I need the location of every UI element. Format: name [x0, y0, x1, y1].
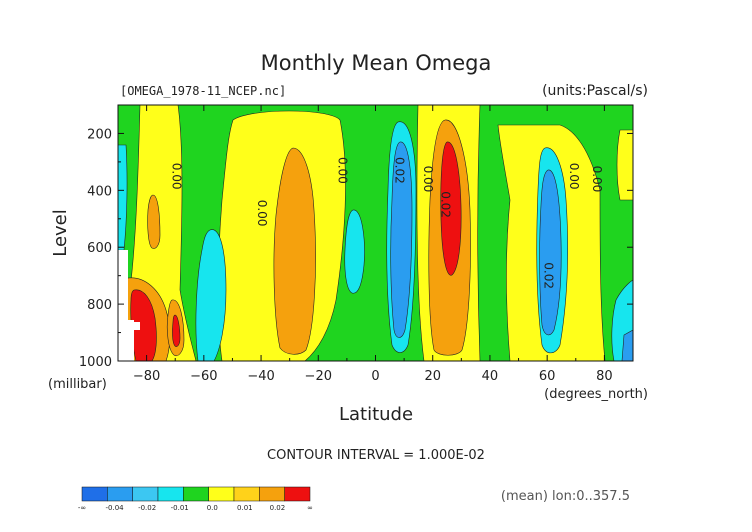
contour-label: 0.02 [393, 157, 407, 184]
colorbar-swatch [81, 486, 108, 502]
contour-fill-blue [621, 329, 633, 361]
contour-label: 0.00 [169, 163, 183, 190]
colorbar-swatch [183, 486, 209, 502]
contour-label: 0.00 [255, 200, 269, 227]
y-tick-label: 200 [87, 127, 112, 142]
colorbar-label: -0.01 [171, 504, 189, 512]
x-tick-label: 20 [424, 369, 441, 384]
plot-area [118, 105, 633, 361]
footer-label: (mean) lon:0..357.5 [501, 489, 630, 504]
colorbar-label: 0.02 [270, 504, 286, 512]
x-tick-label: 80 [596, 369, 613, 384]
y-axis-title: Level [50, 209, 71, 257]
contour-fill-red [172, 314, 181, 347]
contour-label: 0.00 [335, 157, 349, 184]
contour-fill-orange [273, 147, 316, 355]
chart-title: Monthly Mean Omega [261, 51, 492, 75]
contour-fill-orange [147, 194, 161, 249]
x-tick-label: −60 [190, 369, 217, 384]
contour-label: 0.00 [421, 166, 435, 193]
contour-label: 0.02 [438, 191, 452, 218]
contour-fill-blue [390, 141, 413, 338]
y-tick-label: 400 [87, 184, 112, 199]
colorbar-swatch [157, 486, 184, 502]
x-tick-label: 0 [371, 369, 379, 384]
colorbar: -∞ -0.04 -0.02 -0.01 0.0 0.01 0.02 ∞ [78, 486, 313, 512]
x-tick-label: 60 [539, 369, 556, 384]
contour-fill-red [130, 289, 157, 361]
contour-interval-label: CONTOUR INTERVAL = 1.000E-02 [267, 448, 485, 463]
contour-fill-red [440, 141, 462, 276]
y-unit-label: (millibar) [48, 377, 107, 392]
y-tick-label: 800 [87, 298, 112, 313]
colorbar-swatch [233, 486, 260, 502]
contour-fill-cyan [118, 144, 128, 251]
x-tick-label: −40 [247, 369, 274, 384]
missing-data-region [134, 322, 140, 330]
contour-label: 0.00 [590, 166, 604, 193]
colorbar-label: ∞ [307, 504, 313, 512]
colorbar-swatch [132, 486, 159, 502]
units-label: (units:Pascal/s) [542, 83, 648, 99]
contour-label: 0.02 [541, 262, 555, 289]
colorbar-label: 0.01 [237, 504, 253, 512]
colorbar-label: 0.0 [207, 504, 218, 512]
x-tick-label: 40 [482, 369, 499, 384]
colorbar-swatch [259, 486, 285, 502]
file-label: [OMEGA_1978-11_NCEP.nc] [120, 84, 286, 98]
colorbar-label: -∞ [78, 504, 86, 512]
colorbar-swatch [208, 486, 235, 502]
x-axis-title: Latitude [339, 404, 413, 425]
contour-fill-cyan [344, 209, 365, 294]
y-tick-label: 1000 [79, 355, 112, 370]
colorbar-swatch [107, 486, 133, 502]
contour-fill-cyan [195, 229, 227, 361]
colorbar-label: -0.02 [138, 504, 156, 512]
x-tick-label: −80 [133, 369, 160, 384]
colorbar-swatch [284, 486, 311, 502]
contour-fill-blue [539, 169, 562, 336]
contour-label: 0.00 [567, 163, 581, 190]
contour-fill-yellow [616, 129, 633, 201]
missing-data-region [118, 320, 134, 361]
x-tick-label: −20 [305, 369, 332, 384]
missing-data-region [118, 250, 128, 320]
y-axis: 200 400 600 800 1000 [79, 104, 633, 370]
x-unit-label: (degrees_north) [544, 387, 648, 402]
x-axis: −80 −60 −40 −20 0 20 40 60 80 [117, 105, 634, 384]
colorbar-label: -0.04 [106, 504, 125, 512]
y-tick-label: 600 [87, 241, 112, 256]
contour-labels: 0.000.000.00 0.02 0.000.020.020.00 0.00 [169, 157, 604, 289]
